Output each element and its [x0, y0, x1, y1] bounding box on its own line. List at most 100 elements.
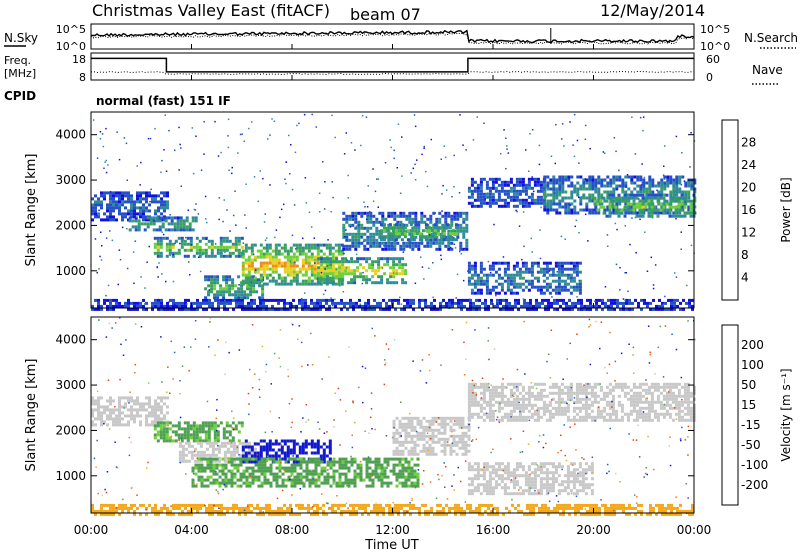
heatmap-cell: [503, 279, 507, 283]
heatmap-cell: [127, 399, 130, 403]
heatmap-cell: [329, 466, 333, 470]
heatmap-cell: [228, 290, 232, 294]
heatmap-cell: [615, 202, 619, 206]
heatmap-point: [401, 175, 403, 177]
heatmap-cell: [236, 484, 240, 488]
heatmap-point: [440, 158, 442, 160]
heatmap-cell: [328, 298, 331, 302]
heatmap-cell: [632, 211, 636, 215]
heatmap-cell: [609, 190, 613, 194]
heatmap-cell: [217, 444, 221, 448]
heatmap-cell: [457, 298, 460, 302]
heatmap-cell: [365, 281, 369, 285]
heatmap-cell: [234, 239, 238, 243]
heatmap-cell: [574, 301, 577, 305]
heatmap-point: [643, 176, 646, 179]
heatmap-cell: [539, 198, 543, 202]
heatmap-cell: [349, 298, 352, 302]
heatmap-cell: [230, 481, 234, 485]
heatmap-cell: [635, 193, 639, 197]
heatmap-cell: [418, 232, 422, 236]
heatmap-cell: [374, 472, 378, 476]
heatmap-cell: [121, 411, 124, 415]
heatmap-cell: [467, 434, 471, 438]
heatmap-cell: [608, 214, 612, 218]
heatmap-cell: [244, 307, 247, 311]
heatmap-cell: [269, 457, 273, 461]
heatmap-cell: [213, 427, 217, 431]
heatmap-cell: [109, 206, 112, 210]
heatmap-cell: [364, 304, 367, 308]
heatmap-cell: [441, 241, 445, 245]
heatmap-cell: [409, 298, 412, 302]
heatmap-cell: [546, 181, 550, 185]
heatmap-point: [245, 183, 247, 185]
heatmap-point: [642, 116, 645, 118]
heatmap-cell: [684, 181, 688, 185]
heatmap-cell: [401, 484, 405, 488]
heatmap-cell: [223, 459, 227, 463]
heatmap-cell: [485, 183, 489, 187]
heatmap-cell: [565, 307, 568, 311]
heatmap-cell: [603, 190, 607, 194]
heatmap-point: [123, 137, 126, 139]
heatmap-cell: [600, 184, 604, 188]
heatmap-cell: [139, 194, 142, 198]
heatmap-cell: [497, 192, 501, 196]
heatmap-cell: [130, 209, 133, 213]
heatmap-cell: [588, 181, 592, 185]
heatmap-cell: [478, 298, 481, 302]
heatmap-cell: [621, 190, 625, 194]
heatmap-cell: [223, 304, 226, 308]
heatmap-cell: [470, 400, 474, 404]
heatmap-cell: [368, 484, 372, 488]
heatmap-cell: [512, 273, 516, 277]
heatmap-cell: [490, 298, 493, 302]
heatmap-point: [538, 163, 541, 166]
heatmap-point: [350, 142, 353, 144]
heatmap-cell: [249, 290, 253, 294]
heatmap-cell: [328, 445, 332, 449]
heatmap-cell: [353, 275, 357, 279]
heatmap-cell: [494, 400, 498, 404]
heatmap-cell: [298, 445, 302, 449]
heatmap-cell: [533, 261, 537, 265]
heatmap-cell: [672, 193, 676, 197]
heatmap-cell: [485, 201, 489, 205]
heatmap-point: [161, 273, 163, 275]
heatmap-cell: [567, 202, 571, 206]
heatmap-point: [266, 237, 268, 239]
heatmap-cell: [617, 196, 621, 200]
heatmap-point: [126, 228, 128, 230]
heatmap-cell: [450, 214, 454, 218]
heatmap-cell: [565, 304, 568, 308]
heatmap-cell: [271, 267, 275, 271]
heatmap-cell: [515, 204, 519, 208]
heatmap-point: [410, 172, 412, 174]
heatmap-cell: [601, 301, 604, 305]
heatmap-cell: [256, 442, 260, 446]
heatmap-cell: [160, 203, 163, 207]
heatmap-cell: [268, 279, 272, 283]
heatmap-cell: [648, 175, 652, 179]
heatmap-cell: [283, 249, 287, 253]
heatmap-cell: [555, 202, 559, 206]
heatmap-cell: [238, 453, 242, 457]
heatmap-cell: [225, 278, 229, 282]
heatmap-cell: [460, 304, 463, 308]
noise-panel: N.Sky N.Search 10^5 10^0 10^5 10^0: [4, 23, 798, 53]
heatmap-cell: [648, 178, 652, 182]
heatmap-cell: [446, 437, 450, 441]
y-tick-label: 2000: [55, 218, 86, 232]
heatmap-cell: [196, 304, 199, 308]
heatmap-cell: [407, 431, 411, 435]
heatmap-cell: [396, 226, 400, 230]
heatmap-cell: [444, 217, 448, 221]
heatmap-cell: [549, 205, 553, 209]
heatmap-cell: [632, 202, 636, 206]
heatmap-cell: [222, 245, 226, 249]
heatmap-cell: [360, 223, 364, 227]
heatmap-cell: [472, 307, 475, 311]
heatmap-cell: [281, 484, 285, 488]
heatmap-cell: [151, 414, 154, 418]
